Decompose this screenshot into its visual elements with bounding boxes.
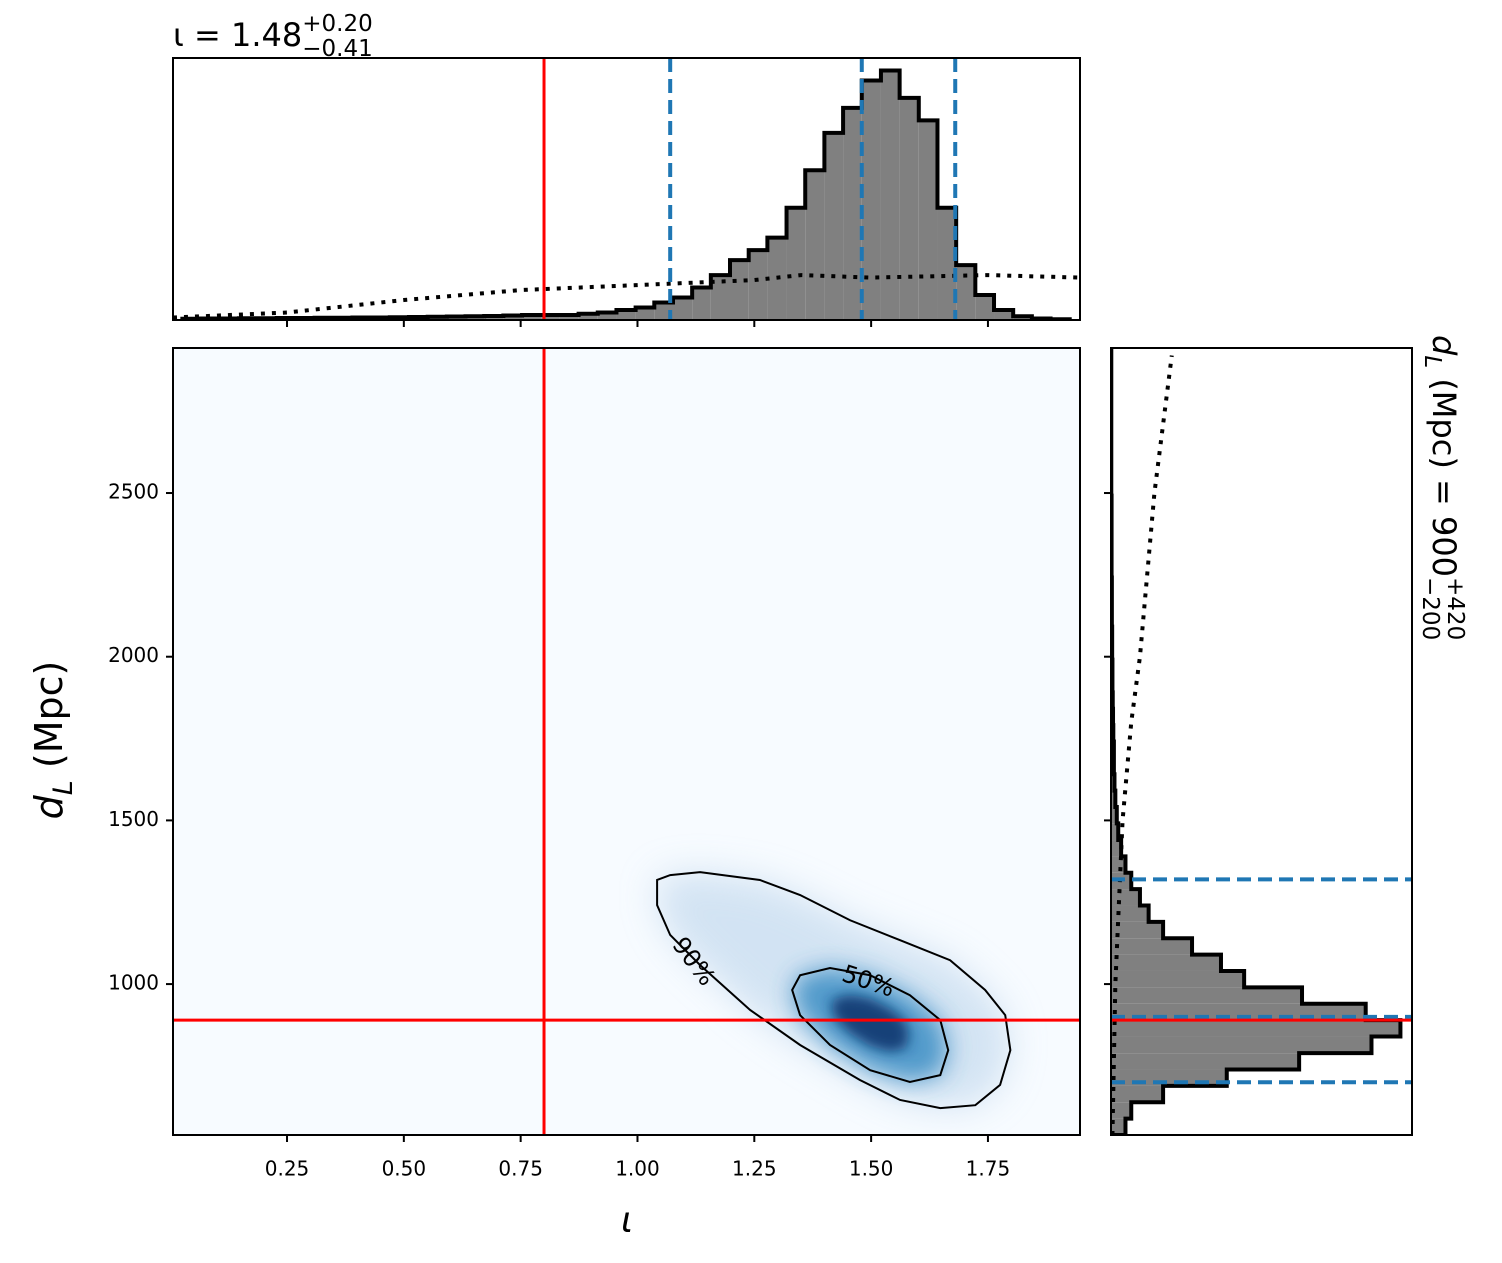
- hist-bar: [1111, 921, 1164, 939]
- hist-bar: [956, 265, 976, 320]
- y-tick-label: 1500: [108, 807, 159, 831]
- hist-bar: [635, 307, 655, 320]
- hist-bar: [824, 132, 844, 320]
- title-part: ι = 1.48: [173, 16, 302, 54]
- panel-frame: [1110, 347, 1413, 1136]
- hist-bar: [1111, 790, 1116, 807]
- x-axis-label: ι: [621, 1200, 633, 1241]
- hist-bar: [541, 315, 560, 320]
- contour-line: [791, 967, 950, 1084]
- hist-bar: [805, 170, 825, 320]
- hist-bar: [1111, 970, 1245, 988]
- panel-frame: [172, 57, 1081, 321]
- hist-bar: [1111, 1036, 1372, 1054]
- title-part: L: [1419, 355, 1445, 368]
- x-tick-label: 1.75: [966, 1157, 1011, 1181]
- y-axis-label-part: d: [27, 794, 71, 819]
- hist-bar: [730, 260, 749, 320]
- title-part: +420: [1442, 577, 1468, 640]
- hist-bar: [1111, 889, 1140, 906]
- x-tick-label: 1.00: [615, 1157, 660, 1181]
- x-marginal-title: ι = 1.48 +0.20−0.41: [173, 11, 373, 62]
- hist-bar: [861, 80, 881, 320]
- hist-bar: [1111, 1053, 1300, 1070]
- hist-bar: [880, 70, 900, 320]
- hist-bar: [1111, 1085, 1164, 1103]
- hist-bar: [616, 310, 636, 320]
- hist-bar: [522, 315, 542, 320]
- hist-bar: [1111, 823, 1119, 841]
- hist-bar: [843, 107, 862, 320]
- hist-bar: [1111, 987, 1303, 1004]
- hist-bar: [559, 315, 579, 320]
- hist-bar: [597, 312, 617, 320]
- hist-bar: [1111, 954, 1221, 971]
- hist-bar: [1111, 840, 1122, 857]
- panel-frame: [172, 347, 1081, 1136]
- y-marginal-title: dL (Mpc) = 900+420−200: [1417, 335, 1468, 640]
- y-axis-label-part: L: [48, 780, 79, 795]
- hist-bar: [899, 97, 919, 320]
- contour-line: [656, 871, 1012, 1110]
- title-part: −200: [1417, 577, 1443, 640]
- joint-panel: 90% 50%: [173, 348, 1080, 1135]
- y-tick-label: 1000: [108, 971, 159, 995]
- hist-bar: [503, 315, 523, 320]
- x-tick-label: 0.50: [382, 1157, 427, 1181]
- hist-bar: [1111, 938, 1193, 955]
- hist-bar: [692, 287, 711, 320]
- title-part: d: [1425, 335, 1463, 356]
- hist-bar: [1111, 905, 1149, 922]
- hist-bar: [937, 207, 957, 320]
- hist-bar: [1111, 1069, 1227, 1086]
- title-part: (Mpc) = 900: [1425, 368, 1463, 577]
- hist-bar: [748, 250, 768, 320]
- y-axis-label-part: (Mpc): [27, 661, 71, 781]
- hist-bar: [994, 310, 1014, 320]
- density-core: [831, 994, 910, 1052]
- title-part: +0.20: [302, 11, 372, 37]
- x-tick-label: 0.75: [498, 1157, 543, 1181]
- hist-bar: [1111, 806, 1117, 824]
- x-tick-label: 1.25: [732, 1157, 777, 1181]
- y-tick-label: 2500: [108, 480, 159, 504]
- x-tick-label: 1.50: [849, 1157, 894, 1181]
- hist-bar: [1111, 1020, 1401, 1037]
- title-part: −0.41: [302, 36, 372, 62]
- hist-bar: [578, 313, 598, 320]
- y-axis-label: dL (Mpc): [27, 661, 79, 820]
- x-marginal: [173, 58, 1080, 320]
- hist-outline: [180, 68, 1072, 320]
- hist-bar: [918, 120, 938, 320]
- hist-bar: [975, 295, 995, 320]
- axes: 0.25 0.50 0.75 1.00 1.25 1.50 1.75 1000 1500 2000…: [27, 11, 1468, 1241]
- y-tick-label: 2000: [108, 643, 159, 667]
- hist-bar: [672, 297, 693, 320]
- x-tick-label: 0.25: [265, 1157, 310, 1181]
- hist-bar: [1111, 856, 1126, 873]
- hist-bar: [786, 207, 806, 320]
- y-marginal: [1111, 348, 1412, 1135]
- hist-bar: [710, 275, 731, 320]
- hist-bar: [1111, 1102, 1132, 1119]
